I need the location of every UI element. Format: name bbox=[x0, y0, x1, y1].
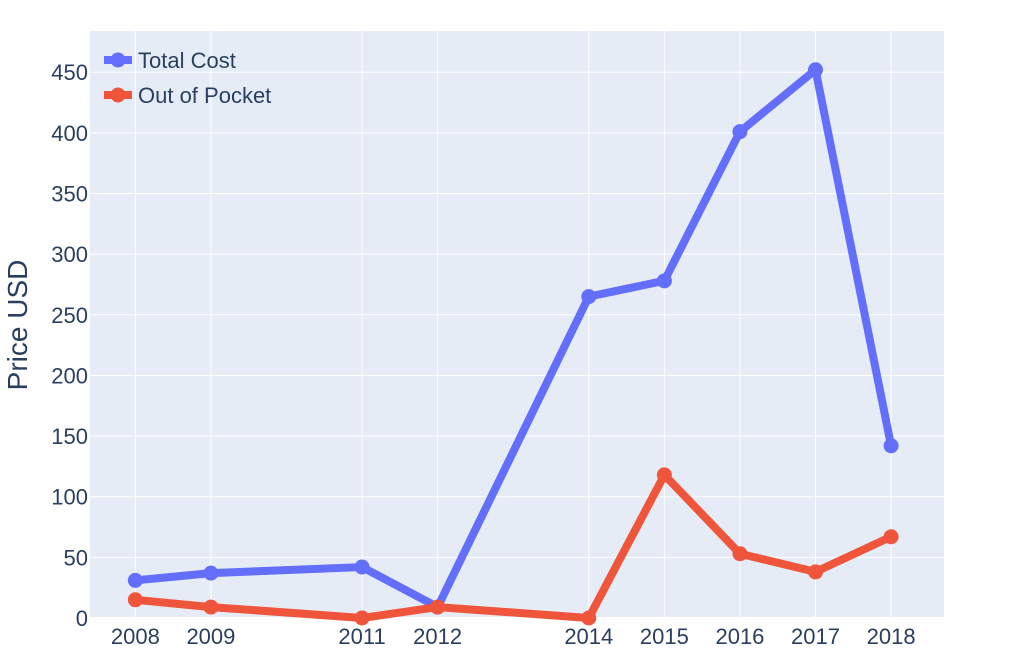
x-tick-label: 2011 bbox=[338, 624, 385, 649]
legend: Total Cost Out of Pocket bbox=[104, 48, 271, 108]
y-axis-title: Price USD bbox=[2, 260, 33, 391]
grid-lines bbox=[90, 31, 944, 619]
plot-area bbox=[90, 31, 944, 618]
data-point bbox=[203, 565, 219, 581]
x-tick-label: 2016 bbox=[715, 624, 764, 649]
x-tick-label: 2014 bbox=[564, 624, 613, 649]
x-axis-ticks: 2008 2009 2011 2012 2014 2015 2016 2017 2018 bbox=[111, 624, 916, 649]
data-point bbox=[808, 62, 824, 78]
data-point bbox=[354, 559, 370, 575]
legend-swatch-marker bbox=[110, 52, 126, 68]
data-point bbox=[808, 564, 824, 580]
legend-label: Out of Pocket bbox=[138, 83, 271, 108]
data-point bbox=[581, 610, 597, 626]
data-point bbox=[354, 610, 370, 626]
legend-item: Total Cost bbox=[104, 48, 236, 73]
y-tick-label: 0 bbox=[76, 606, 88, 631]
x-tick-label: 2008 bbox=[111, 624, 160, 649]
data-point bbox=[430, 599, 446, 615]
y-tick-label: 200 bbox=[51, 363, 88, 388]
data-point bbox=[883, 529, 899, 545]
data-point bbox=[127, 572, 143, 588]
data-point bbox=[732, 124, 748, 140]
y-tick-label: 50 bbox=[64, 545, 88, 570]
data-point bbox=[127, 592, 143, 608]
legend-item: Out of Pocket bbox=[104, 83, 271, 108]
x-tick-label: 2015 bbox=[640, 624, 689, 649]
data-point bbox=[581, 289, 597, 305]
data-point bbox=[656, 273, 672, 289]
x-tick-label: 2009 bbox=[186, 624, 235, 649]
y-tick-label: 400 bbox=[51, 121, 88, 146]
y-tick-label: 100 bbox=[51, 485, 88, 510]
series-out-of-pocket bbox=[127, 467, 899, 626]
legend-label: Total Cost bbox=[138, 48, 236, 73]
x-tick-label: 2017 bbox=[791, 624, 840, 649]
x-tick-label: 2018 bbox=[867, 624, 916, 649]
series-layer bbox=[127, 62, 899, 626]
y-tick-label: 450 bbox=[51, 60, 88, 85]
y-tick-label: 250 bbox=[51, 303, 88, 328]
y-axis-ticks: 0 50 100 150 200 250 300 350 400 450 bbox=[51, 60, 88, 631]
data-point bbox=[203, 599, 219, 615]
legend-swatch-marker bbox=[110, 87, 126, 103]
x-tick-label: 2012 bbox=[413, 624, 462, 649]
data-point bbox=[732, 546, 748, 562]
y-tick-label: 150 bbox=[51, 424, 88, 449]
y-tick-label: 300 bbox=[51, 242, 88, 267]
y-tick-label: 350 bbox=[51, 182, 88, 207]
data-point bbox=[883, 438, 899, 454]
data-point bbox=[656, 467, 672, 483]
